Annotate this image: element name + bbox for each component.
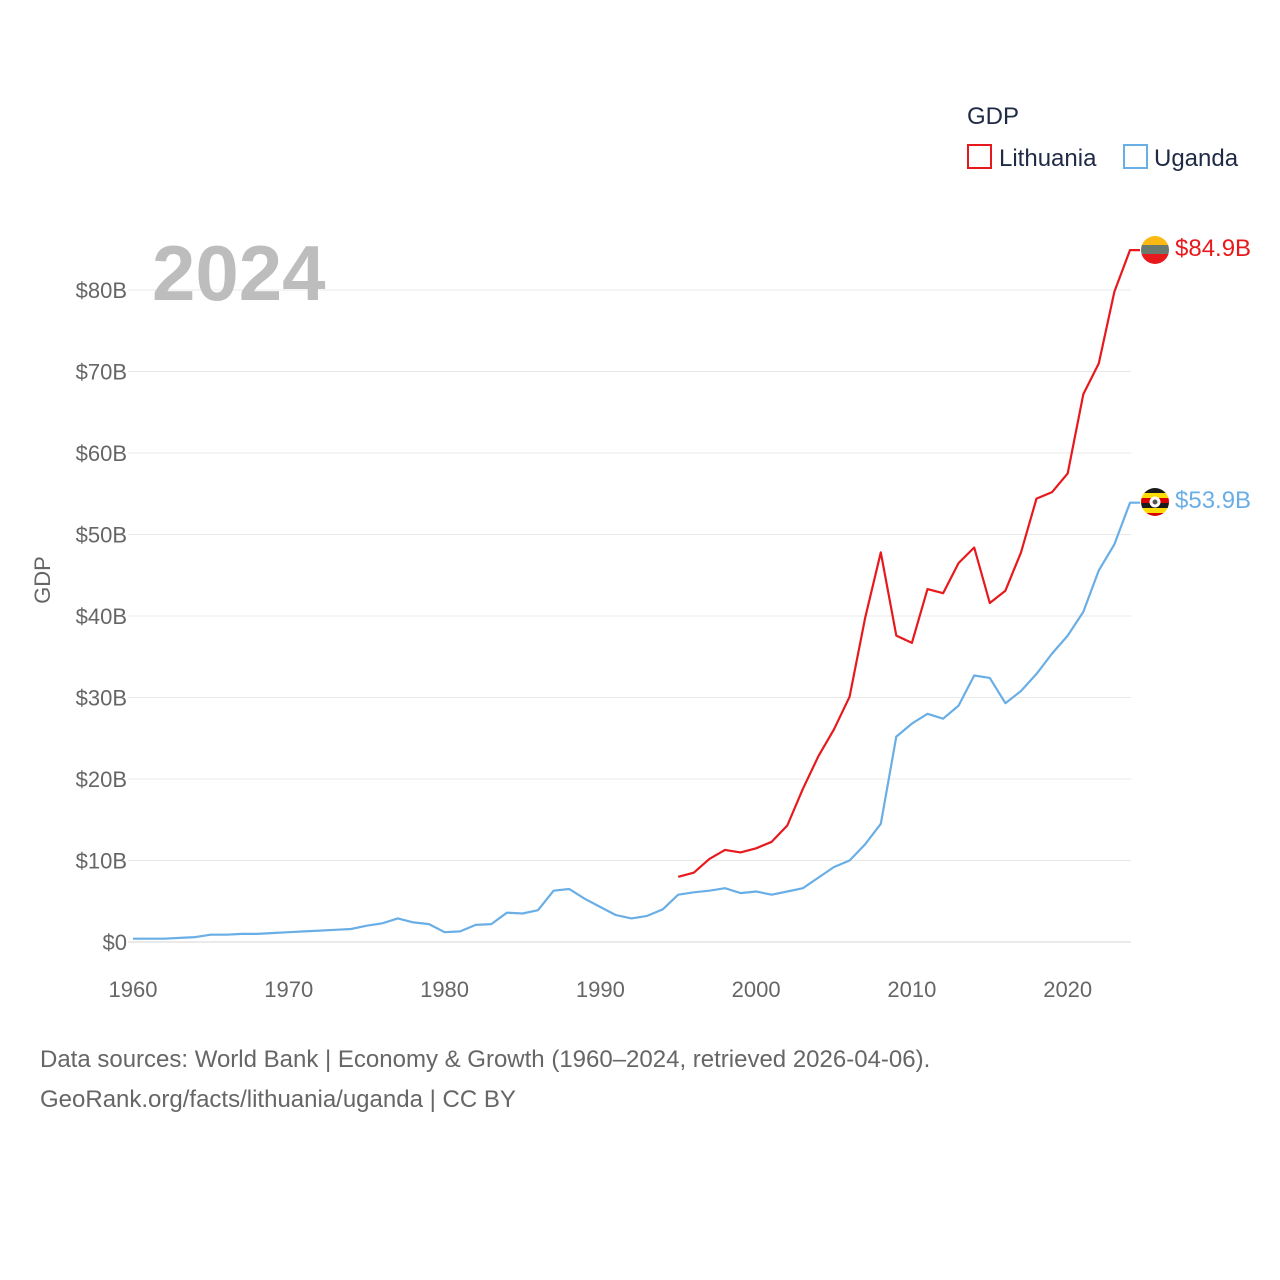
series-line-lithuania (677, 249, 1140, 878)
gridlines (128, 289, 1131, 943)
y-axis-ticks: $0 $10B $20B $30B $40B $50B $60B $70B $80B (76, 278, 127, 955)
year-label: 2024 (152, 229, 326, 317)
y-axis-title: GDP (30, 556, 55, 604)
legend-swatch-lithuania (967, 144, 992, 169)
source-note: Data sources: World Bank | Economy & Gro… (40, 1040, 1240, 1120)
legend-label-lithuania: Lithuania (999, 145, 1097, 172)
y-tick-label: $80B (76, 278, 127, 303)
x-axis-ticks: 1960 1970 1980 1990 2000 2010 2020 (109, 977, 1093, 1002)
legend-title: GDP (967, 103, 1019, 130)
legend-item-uganda[interactable]: Uganda (1123, 144, 1239, 172)
y-tick-label: $20B (76, 767, 127, 792)
x-tick-label: 1980 (420, 977, 469, 1002)
series-line-uganda (133, 501, 1140, 940)
x-tick-label: 1990 (576, 977, 625, 1002)
uganda-flag-icon (1141, 488, 1169, 516)
x-tick-label: 2010 (887, 977, 936, 1002)
y-tick-label: $60B (76, 441, 127, 466)
y-tick-label: $10B (76, 849, 127, 874)
x-tick-label: 2000 (732, 977, 781, 1002)
lithuania-flag-icon (1141, 236, 1169, 264)
y-tick-label: $40B (76, 604, 127, 629)
y-tick-label: $30B (76, 686, 127, 711)
y-tick-label: $70B (76, 360, 127, 385)
legend-item-lithuania[interactable]: Lithuania (967, 144, 1097, 172)
legend-swatch-uganda (1123, 144, 1148, 169)
x-tick-label: 2020 (1043, 977, 1092, 1002)
legend-label-uganda: Uganda (1154, 145, 1239, 172)
x-tick-label: 1970 (264, 977, 313, 1002)
y-tick-label: $0 (103, 930, 127, 955)
source-line-2[interactable]: GeoRank.org/facts/lithuania/uganda | CC … (40, 1086, 516, 1113)
y-tick-label: $50B (76, 523, 127, 548)
end-label-lithuania: $84.9B (1175, 235, 1251, 262)
source-line-1: Data sources: World Bank | Economy & Gro… (40, 1046, 931, 1073)
gdp-line-chart: $0$10B$20B$30B$40B$50B$60B$70B$80B 1960 1… (30, 103, 1251, 1002)
series-lines (133, 249, 1140, 940)
legend: GDP Lithuania Uganda (967, 103, 1239, 172)
x-tick-label: 1960 (109, 977, 158, 1002)
end-label-uganda: $53.9B (1175, 487, 1251, 514)
